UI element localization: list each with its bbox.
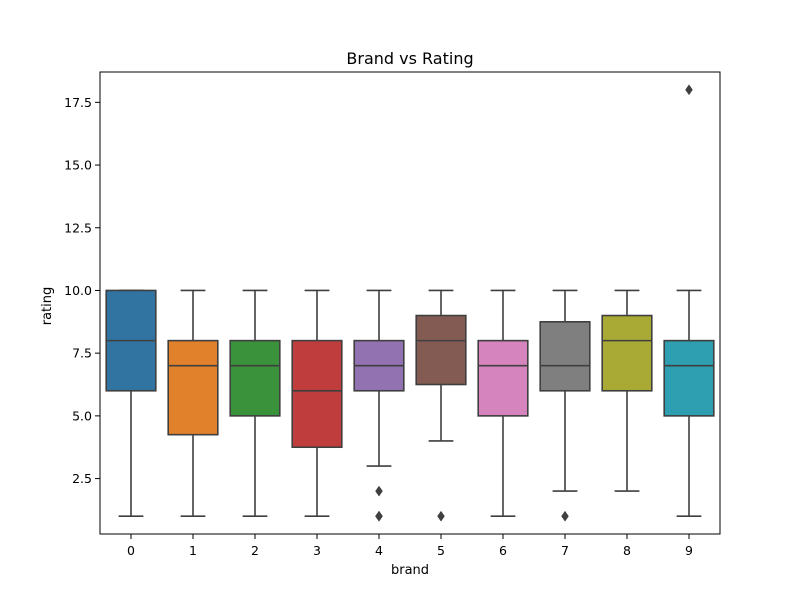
y-tick-label: 5.0 xyxy=(72,408,92,423)
iqr-box xyxy=(663,339,715,417)
iqr-box xyxy=(167,339,219,436)
box-7 xyxy=(539,289,591,522)
iqr-box xyxy=(291,339,343,449)
box-0 xyxy=(105,289,157,517)
y-tick-label: 15.0 xyxy=(64,158,92,173)
y-tick-label: 10.0 xyxy=(64,283,92,298)
box-1 xyxy=(167,289,219,517)
x-axis-label: brand xyxy=(391,563,429,578)
plot-area-frame xyxy=(99,71,721,535)
box-9 xyxy=(663,84,715,517)
y-tick-label: 7.5 xyxy=(72,346,92,361)
outlier-point xyxy=(437,510,445,522)
outlier-point xyxy=(685,84,693,96)
x-axis-ticks: 0 1 2 3 4 5 6 7 8 9 xyxy=(127,534,693,558)
x-tick-label: 5 xyxy=(437,543,445,558)
box-plot-series xyxy=(105,84,715,522)
iqr-box xyxy=(539,321,591,392)
iqr-box xyxy=(601,314,653,392)
x-tick-label: 8 xyxy=(623,543,631,558)
box-2 xyxy=(229,289,281,517)
y-tick-label: 2.5 xyxy=(72,471,92,486)
box-8 xyxy=(601,289,653,492)
chart-title: Brand vs Rating xyxy=(346,49,473,68)
box-6 xyxy=(477,289,529,517)
y-tick-label: 12.5 xyxy=(64,220,92,235)
iqr-box xyxy=(229,339,281,417)
box-5 xyxy=(415,289,467,522)
x-tick-label: 6 xyxy=(499,543,507,558)
x-tick-label: 3 xyxy=(313,543,321,558)
y-tick-label: 17.5 xyxy=(64,95,92,110)
iqr-box xyxy=(477,339,529,417)
outlier-point xyxy=(375,485,383,497)
x-tick-label: 2 xyxy=(251,543,259,558)
x-tick-label: 1 xyxy=(189,543,197,558)
box-3 xyxy=(291,289,343,517)
x-tick-label: 7 xyxy=(561,543,569,558)
outlier-point xyxy=(561,510,569,522)
x-tick-label: 4 xyxy=(375,543,383,558)
y-axis-label: rating xyxy=(40,287,55,326)
iqr-box xyxy=(415,314,467,386)
x-tick-label: 9 xyxy=(685,543,693,558)
outlier-point xyxy=(375,510,383,522)
y-axis-ticks: 2.5 5.0 7.5 10.0 12.5 15.0 17.5 xyxy=(64,95,100,486)
box-4 xyxy=(353,289,405,522)
x-tick-label: 0 xyxy=(127,543,135,558)
